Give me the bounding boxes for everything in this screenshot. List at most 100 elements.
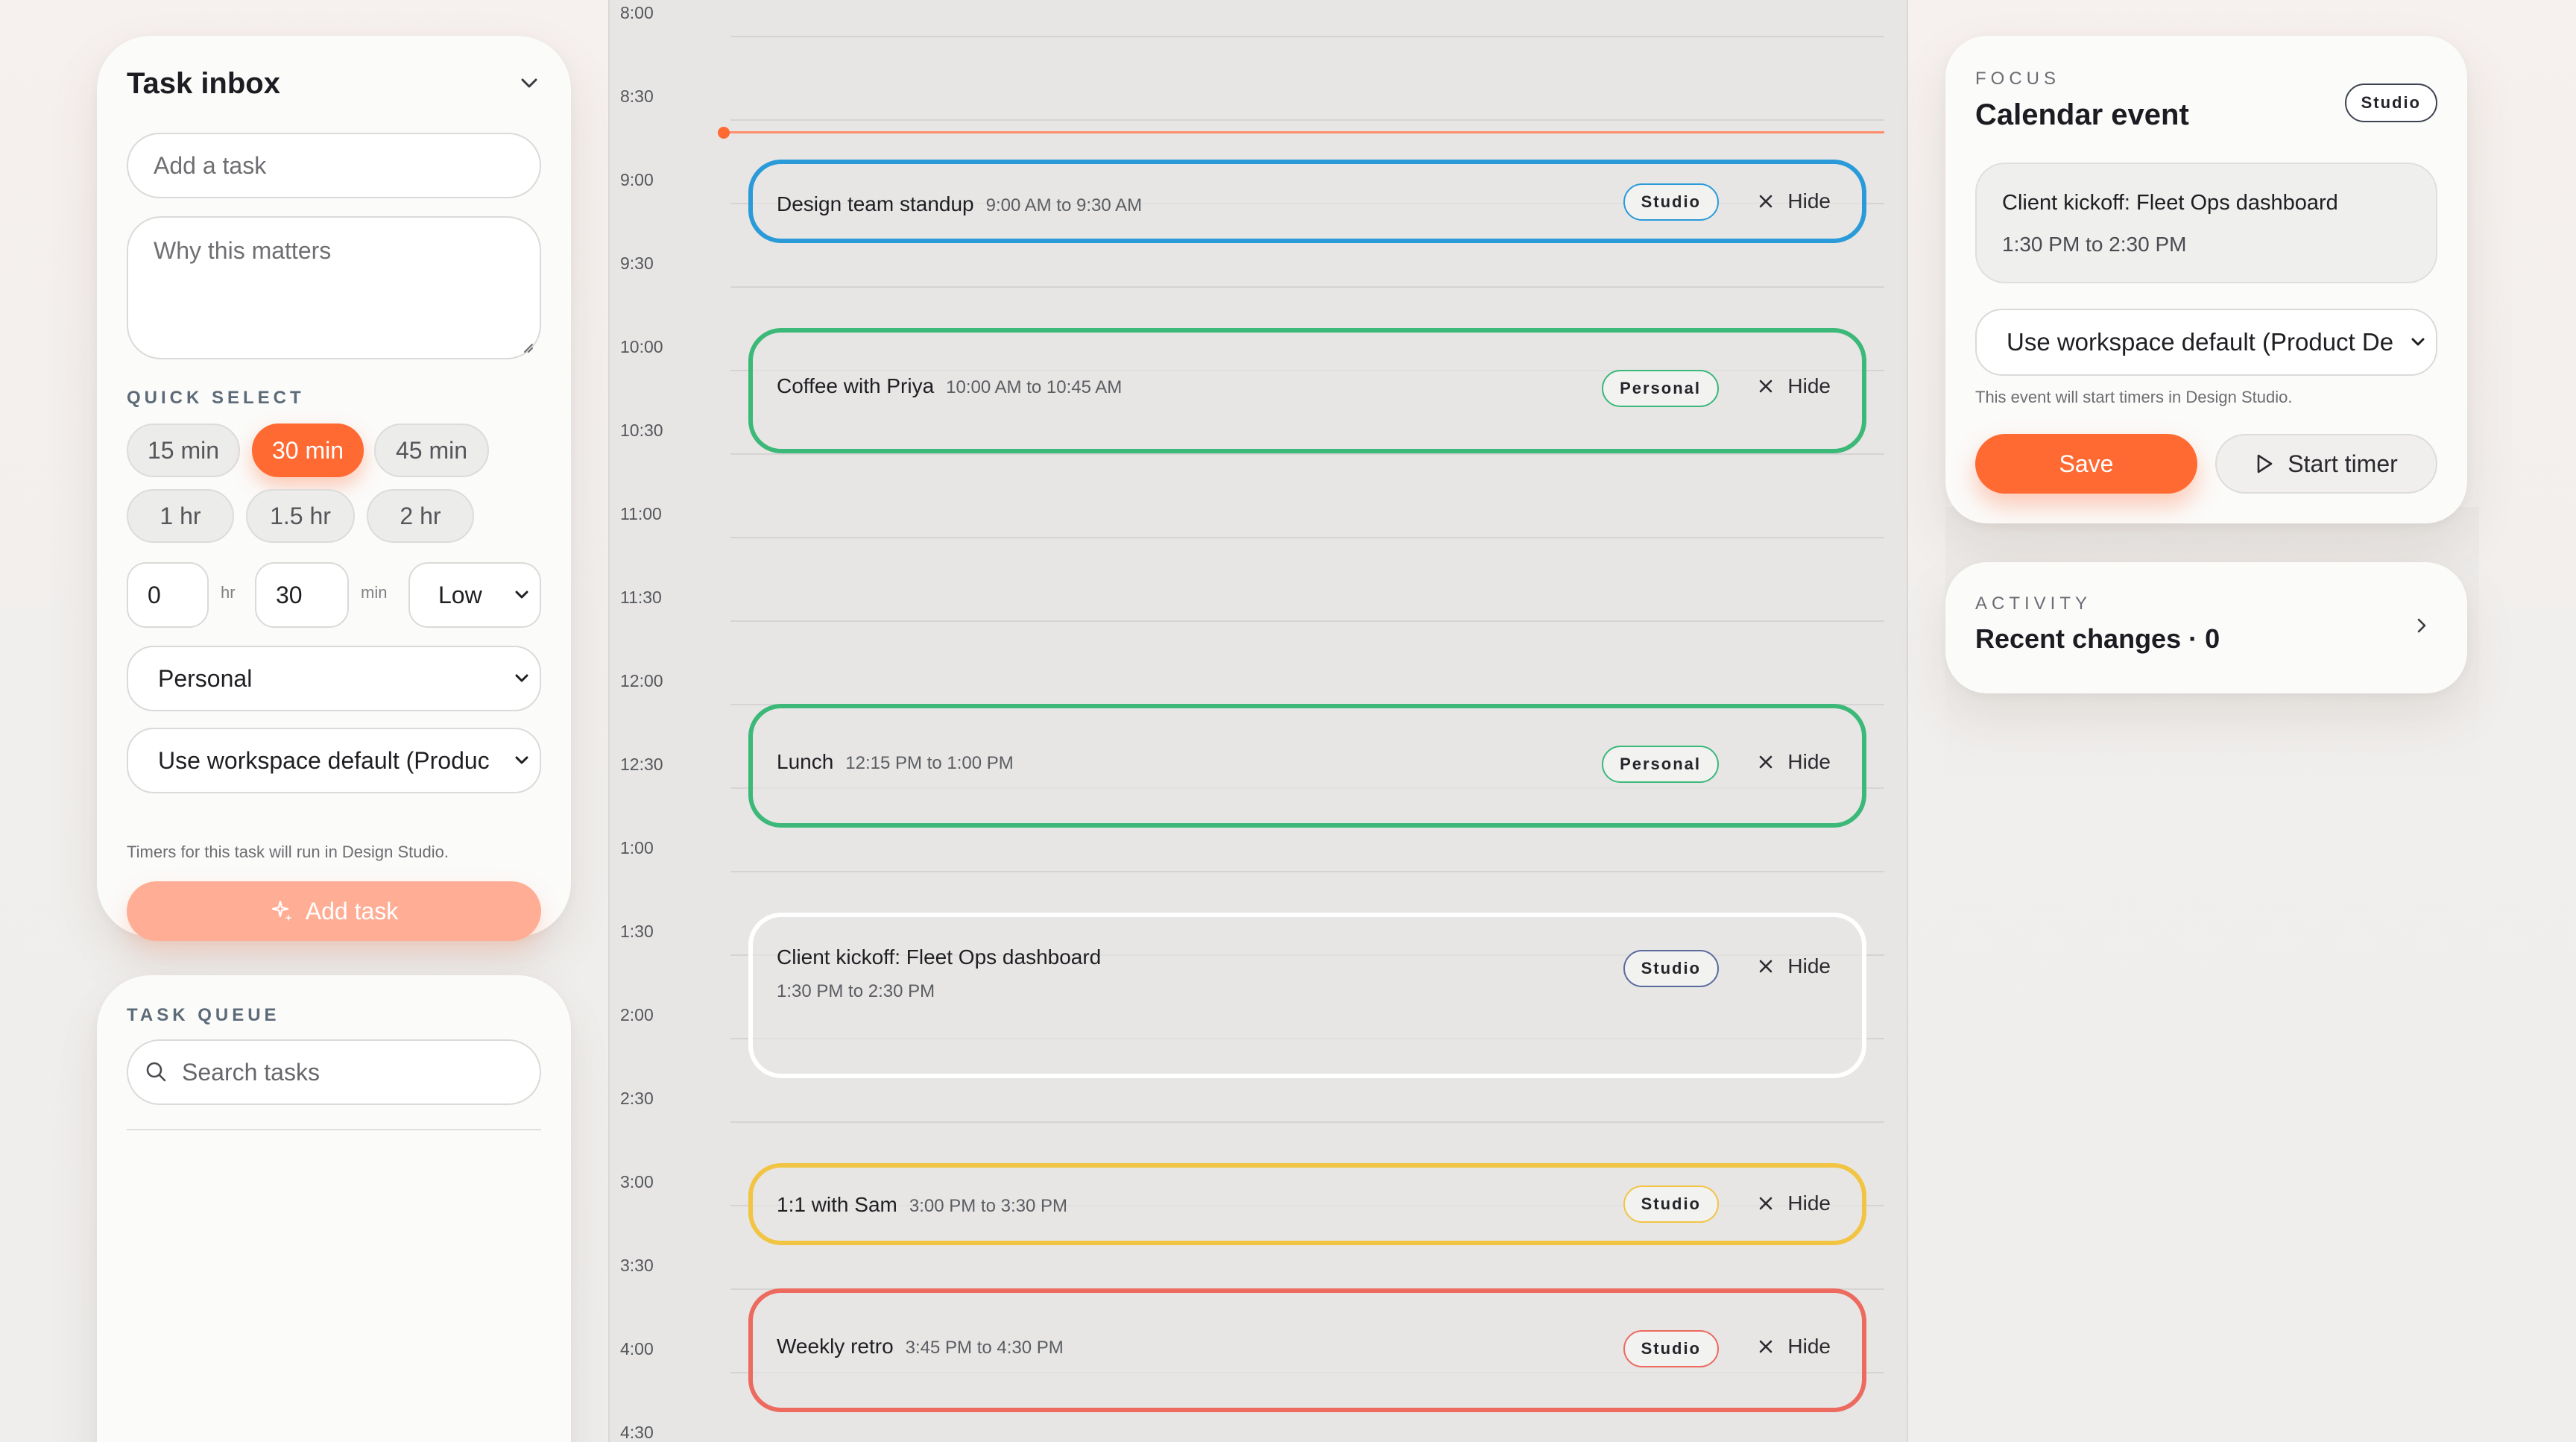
workspace-value: Use workspace default (Produc — [158, 746, 490, 774]
studio-tag: Studio — [1623, 1330, 1719, 1367]
hide-event-button[interactable]: Hide — [1758, 374, 1831, 398]
chevron-down-icon — [504, 564, 540, 626]
focus-event-title: Client kickoff: Fleet Ops dashboard — [2002, 191, 2338, 215]
focus-title: Calendar event — [1975, 98, 2189, 131]
close-icon — [1760, 960, 1772, 973]
chevron-right-icon — [2417, 618, 2426, 633]
event-time: 3:00 PM to 3:30 PM — [909, 1196, 1067, 1216]
hide-event-button[interactable]: Hide — [1758, 954, 1831, 978]
hours-input[interactable]: 0 — [127, 562, 209, 628]
event-title: Weekly retro — [777, 1335, 894, 1358]
event-time: 10:00 AM to 10:45 AM — [946, 377, 1123, 397]
collapse-inbox-button[interactable] — [514, 69, 544, 98]
chevron-down-icon — [2400, 310, 2436, 374]
event-time: 9:00 AM to 9:30 AM — [985, 195, 1143, 215]
event-design-team-standup[interactable]: Design team standup 9:00 AM to 9:30 AM S… — [748, 160, 1866, 243]
time-label: 12:30 — [620, 755, 663, 774]
event-time: 1:30 PM to 2:30 PM — [777, 981, 935, 1001]
focus-eyebrow: FOCUS — [1975, 69, 2060, 89]
event-title: Design team standup — [777, 192, 974, 215]
search-icon — [146, 1062, 166, 1082]
add-task-button[interactable]: Add task — [127, 881, 541, 941]
project-select[interactable]: Personal — [127, 646, 541, 711]
task-queue-label: TASK QUEUE — [127, 1005, 280, 1025]
event-time: 3:45 PM to 4:30 PM — [905, 1338, 1064, 1358]
focus-workspace-select[interactable]: Use workspace default (Product De — [1975, 309, 2437, 376]
hide-event-button[interactable]: Hide — [1758, 189, 1831, 213]
workspace-select[interactable]: Use workspace default (Produc — [127, 728, 541, 793]
time-label: 11:00 — [620, 504, 662, 523]
task-inbox-card: Task inbox Add a task Why this matters Q… — [97, 36, 571, 941]
time-grid-line — [730, 119, 1884, 121]
inbox-title: Task inbox — [127, 67, 280, 100]
focus-card: FOCUS Calendar event Studio Client kicko… — [1945, 36, 2467, 523]
priority-select[interactable]: Low — [408, 562, 541, 628]
hide-event-button[interactable]: Hide — [1758, 750, 1831, 774]
time-label: 4:30 — [620, 1423, 654, 1442]
event-lunch[interactable]: Lunch 12:15 PM to 1:00 PM Personal Hide — [748, 704, 1866, 828]
time-label: 8:00 — [620, 3, 654, 22]
time-label: 8:30 — [620, 86, 654, 106]
add-task-input[interactable]: Add a task — [127, 133, 541, 198]
time-label: 2:30 — [620, 1089, 654, 1108]
resize-grip-icon[interactable] — [520, 340, 534, 353]
project-value: Personal — [158, 664, 253, 692]
personal-tag: Personal — [1602, 746, 1719, 783]
time-label: 3:00 — [620, 1172, 654, 1191]
chip-1-hr[interactable]: 1 hr — [127, 489, 234, 543]
chevron-down-icon — [521, 78, 537, 88]
current-time-dot — [718, 127, 730, 139]
focus-studio-badge: Studio — [2344, 84, 2437, 122]
hide-event-button[interactable]: Hide — [1758, 1191, 1831, 1215]
event-title: Coffee with Priya — [777, 374, 935, 397]
chip-30-min[interactable]: 30 min — [252, 424, 364, 477]
close-icon — [1760, 195, 1772, 208]
time-label: 9:30 — [620, 254, 654, 273]
time-grid-line — [730, 871, 1884, 872]
activity-card[interactable]: ACTIVITY Recent changes · 0 — [1945, 562, 2467, 693]
chip-45-min[interactable]: 45 min — [374, 424, 489, 477]
time-label: 1:30 — [620, 922, 654, 941]
why-this-matters-textarea[interactable]: Why this matters — [127, 216, 541, 359]
hide-event-button[interactable]: Hide — [1758, 1335, 1831, 1358]
start-timer-button[interactable]: Start timer — [2215, 434, 2437, 494]
activity-title: Recent changes · 0 — [1975, 623, 2220, 654]
close-icon — [1760, 380, 1772, 393]
time-grid-line — [730, 453, 1884, 455]
hide-label: Hide — [1787, 1335, 1831, 1358]
add-task-label: Add task — [305, 897, 399, 925]
event-title: Lunch — [777, 750, 834, 773]
focus-timer-hint: This event will start timers in Design S… — [1975, 388, 2293, 406]
time-grid-line — [730, 620, 1884, 622]
hours-unit: hr — [221, 583, 236, 602]
day-calendar[interactable]: 8:00 8:30 9:00 9:30 10:00 10:30 11:00 11:30 12:0… — [608, 0, 1908, 1442]
why-placeholder: Why this matters — [154, 237, 332, 264]
search-tasks-input[interactable]: Search tasks — [127, 1039, 541, 1105]
start-timer-label: Start timer — [2288, 450, 2398, 477]
close-icon — [1760, 1197, 1772, 1210]
minutes-input[interactable]: 30 — [255, 562, 349, 628]
activity-eyebrow: ACTIVITY — [1975, 594, 2092, 614]
event-time: 12:15 PM to 1:00 PM — [845, 753, 1014, 773]
time-label: 12:00 — [620, 671, 663, 690]
chip-2-hr[interactable]: 2 hr — [367, 489, 474, 543]
save-button[interactable]: Save — [1975, 434, 2197, 494]
event-client-kickoff[interactable]: Client kickoff: Fleet Ops dashboard 1:30… — [748, 913, 1866, 1078]
time-label: 9:00 — [620, 170, 654, 189]
time-label: 2:00 — [620, 1005, 654, 1024]
queue-divider — [127, 1129, 541, 1130]
chevron-down-icon — [504, 647, 540, 710]
chip-15-min[interactable]: 15 min — [127, 424, 240, 477]
event-coffee-with-priya[interactable]: Coffee with Priya 10:00 AM to 10:45 AM P… — [748, 328, 1866, 453]
personal-tag: Personal — [1602, 370, 1719, 407]
event-weekly-retro[interactable]: Weekly retro 3:45 PM to 4:30 PM Studio H… — [748, 1288, 1866, 1412]
chip-1-5-hr[interactable]: 1.5 hr — [246, 489, 355, 543]
time-grid-line — [730, 537, 1884, 538]
hide-label: Hide — [1787, 954, 1831, 977]
focus-workspace-value: Use workspace default (Product De — [2007, 328, 2394, 356]
search-placeholder: Search tasks — [182, 1058, 320, 1086]
event-1-1-with-sam[interactable]: 1:1 with Sam 3:00 PM to 3:30 PM Studio H… — [748, 1163, 1866, 1245]
time-label: 10:30 — [620, 421, 663, 440]
studio-tag: Studio — [1623, 183, 1719, 221]
hide-label: Hide — [1787, 189, 1831, 212]
